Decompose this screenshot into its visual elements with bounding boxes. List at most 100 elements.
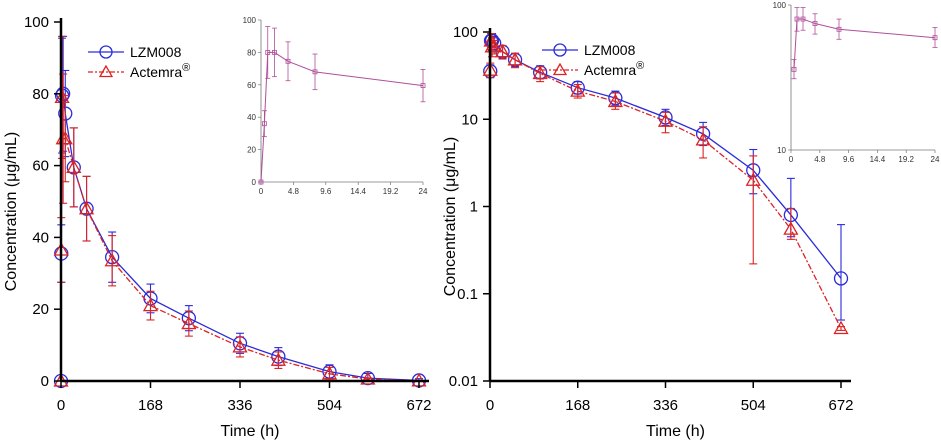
inset-x-tick-label: 0 <box>789 155 794 164</box>
inset-data-point <box>420 83 426 89</box>
inset-data-point <box>932 35 938 41</box>
y-tick-label: 80 <box>32 86 49 103</box>
inset-data-point <box>794 16 800 22</box>
series-line <box>489 40 842 329</box>
inset-log: 0 4.8 9.6 14.4 19.2 24 10 100 <box>773 1 940 164</box>
inset-y-tick-label: 100 <box>773 1 787 10</box>
inset-data-point <box>312 69 318 75</box>
inset-y-tick-label: 80 <box>247 48 256 57</box>
inset-x-tick-label: 24 <box>419 187 428 196</box>
data-point-triangle <box>783 221 799 235</box>
legend-marker-triangle <box>552 62 568 76</box>
data-point-circle <box>833 271 849 286</box>
data-point-triangle <box>833 320 849 335</box>
y-tick-label: 100 <box>453 24 478 41</box>
inset-y-tick-label: 60 <box>247 81 256 90</box>
inset-series-line <box>260 51 424 183</box>
y-tick-label: 10 <box>461 111 478 128</box>
legend-entry: LZM008 <box>542 42 636 58</box>
inset-x-tick-label: 0 <box>259 187 264 196</box>
inset-x-tick-label: 24 <box>931 155 940 164</box>
y-tick-label: 1 <box>470 199 478 216</box>
legend-label-text: Actemra <box>130 64 182 80</box>
legend-label-text: LZM008 <box>584 42 636 58</box>
inset-x-tick-label: 14.4 <box>870 155 886 164</box>
panel-linear: 0 4.8 9.6 14.4 19.2 24 0 20 40 60 80 100 0 168 336 504 6… <box>3 14 432 440</box>
legend-marker-circle <box>553 43 567 57</box>
legend-marker-circle <box>99 45 113 59</box>
legend-label-superscript: ® <box>636 60 644 72</box>
y-axis-title: Concentration (μg/mL) <box>3 132 20 292</box>
x-tick-label: 0 <box>486 397 494 414</box>
legend-label: LZM008 <box>130 44 182 60</box>
y-tick-label: 0.01 <box>449 373 478 390</box>
inset-data-point <box>836 26 842 32</box>
data-point-triangle <box>657 113 674 127</box>
inset-data-point <box>265 50 271 55</box>
data-point-triangle <box>570 83 586 97</box>
y-tick-label: 0 <box>41 373 49 390</box>
inset-x-tick-label: 19.2 <box>383 187 399 196</box>
y-tick-label: 20 <box>32 301 49 318</box>
inset-y-tick-label: 40 <box>247 113 256 122</box>
inset-y-tick-label: 20 <box>247 146 256 155</box>
data-point-triangle <box>532 65 548 80</box>
inset-data-point <box>812 21 818 26</box>
inset-y-tick-label: 10 <box>777 146 786 155</box>
data-point-triangle <box>507 51 523 66</box>
x-tick-label: 336 <box>227 397 252 414</box>
inset-x-tick-label: 19.2 <box>898 155 914 164</box>
data-point-triangle <box>321 365 338 380</box>
legend-label: Actemra® <box>130 62 190 80</box>
inset-y-tick-label: 100 <box>243 16 257 25</box>
inset-data-point <box>800 16 806 22</box>
series-lzm008 <box>483 32 849 321</box>
x-axis-title: Time (h) <box>221 423 280 440</box>
data-point-triangle <box>142 297 159 312</box>
series-lzm008 <box>53 35 427 389</box>
x-tick-label: 672 <box>828 397 853 414</box>
legend-label: LZM008 <box>584 42 636 58</box>
panel-log: 0 4.8 9.6 14.4 19.2 24 10 100 0 168 336 504 672 0.01 0… <box>442 1 940 440</box>
data-point-triangle <box>78 200 95 215</box>
data-point-triangle <box>745 172 761 186</box>
legend-entry: LZM008 <box>88 44 182 60</box>
data-point-triangle <box>232 339 248 353</box>
data-point-triangle <box>695 132 711 146</box>
data-point-triangle <box>66 159 82 174</box>
inset-data-point <box>272 50 277 55</box>
legend-label-text: Actemra <box>584 62 636 78</box>
x-axis-title: Time (h) <box>646 423 705 440</box>
data-point-triangle <box>360 371 376 385</box>
y-tick-label: 60 <box>32 158 49 175</box>
y-tick-label: 0.1 <box>457 286 478 303</box>
inset-linear: 0 4.8 9.6 14.4 19.2 24 0 20 40 60 80 100 <box>243 16 428 196</box>
inset-x-tick-label: 9.6 <box>843 155 855 164</box>
data-point-triangle <box>181 315 197 330</box>
data-point-triangle <box>270 352 286 366</box>
legend-label-superscript: ® <box>182 62 190 74</box>
inset-data-point <box>285 58 291 64</box>
legend-entry: Actemra® <box>542 60 644 78</box>
legend-label: Actemra® <box>584 60 644 78</box>
y-tick-label: 40 <box>32 229 49 246</box>
x-tick-label: 168 <box>138 397 163 414</box>
data-point-triangle <box>104 252 120 267</box>
legend-entry: Actemra® <box>88 62 190 80</box>
data-point-triangle <box>607 93 623 108</box>
inset-series-line <box>793 18 936 70</box>
inset-y-tick-label: 0 <box>252 178 257 187</box>
y-axis-title: Concentration (μg/mL) <box>442 137 459 297</box>
inset-x-tick-label: 9.6 <box>320 187 332 196</box>
x-tick-label: 672 <box>406 397 431 414</box>
inset-x-tick-label: 14.4 <box>350 187 366 196</box>
inset-x-tick-label: 4.8 <box>814 155 826 164</box>
x-tick-label: 168 <box>565 397 590 414</box>
inset-data-point <box>791 66 797 72</box>
y-tick-label: 100 <box>24 14 49 31</box>
x-tick-label: 504 <box>741 397 766 414</box>
x-tick-label: 0 <box>57 397 65 414</box>
inset-data-point <box>261 121 267 127</box>
